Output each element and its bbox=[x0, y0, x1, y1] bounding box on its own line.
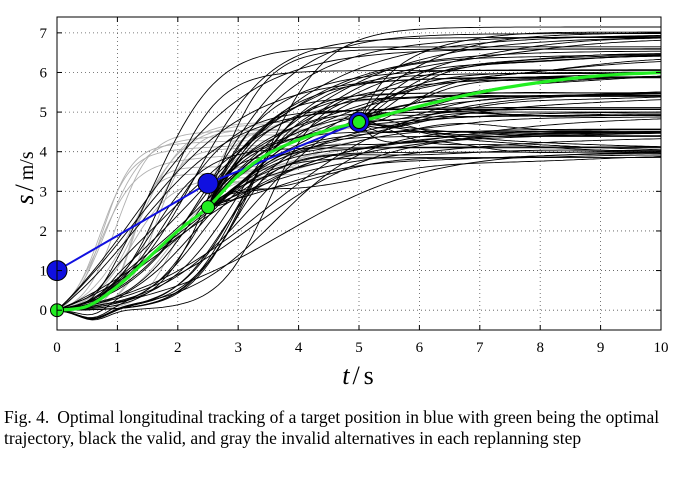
valid-trajectory bbox=[207, 34, 662, 208]
y-tick-labels: 0 1 2 3 4 5 6 7 bbox=[40, 26, 48, 319]
valid-trajectory bbox=[56, 37, 662, 312]
valid-trajectory bbox=[358, 111, 661, 128]
valid-trajectory bbox=[56, 50, 661, 312]
x-tick-label: 4 bbox=[295, 340, 303, 356]
valid-trajectory bbox=[358, 121, 661, 134]
y-tick-label: 3 bbox=[40, 184, 48, 200]
valid-trajectory bbox=[207, 108, 661, 208]
x-tick-label: 10 bbox=[654, 340, 669, 356]
y-tick-label: 1 bbox=[40, 264, 48, 280]
grid-lines bbox=[56, 17, 662, 330]
x-axis-title: t / s bbox=[342, 361, 374, 390]
y-tick-label: 5 bbox=[40, 105, 48, 121]
caption-text: Optimal longitudinal tracking of a targe… bbox=[4, 407, 660, 448]
valid-trajectory bbox=[358, 55, 662, 123]
valid-trajectory bbox=[358, 121, 661, 134]
valid-trajectory bbox=[207, 132, 661, 208]
x-tick-labels: 0 1 2 3 4 5 6 7 8 9 10 bbox=[53, 340, 668, 356]
x-tick-label: 2 bbox=[174, 340, 182, 356]
valid-trajectory bbox=[207, 39, 662, 208]
valid-trajectory bbox=[358, 71, 661, 123]
valid-trajectory bbox=[56, 26, 661, 320]
valid-trajectory bbox=[207, 72, 662, 208]
valid-trajectory bbox=[358, 37, 661, 123]
valid-trajectory bbox=[56, 70, 661, 311]
valid-trajectory bbox=[207, 118, 662, 208]
y-tick-label: 7 bbox=[40, 26, 48, 42]
valid-trajectory bbox=[207, 134, 662, 208]
y-tick-label: 6 bbox=[40, 65, 48, 81]
valid-trajectory bbox=[358, 121, 661, 154]
x-tick-label: 9 bbox=[597, 340, 605, 356]
valid-trajectory bbox=[56, 77, 661, 311]
valid-trajectory bbox=[358, 32, 661, 123]
invalid-trajectory bbox=[56, 140, 273, 311]
x-tick-label: 8 bbox=[536, 340, 544, 356]
trajectory-chart: 0 1 2 3 4 5 6 7 8 9 10 0 1 2 3 4 5 6 7 t / s s/m/s bbox=[10, 16, 669, 390]
invalid-trajectory bbox=[56, 123, 272, 311]
valid-trajectory bbox=[56, 131, 661, 311]
x-tick-label: 6 bbox=[416, 340, 424, 356]
series-lines bbox=[56, 70, 662, 312]
invalid-trajectory bbox=[56, 130, 322, 311]
valid-trajectory bbox=[56, 93, 662, 311]
valid-trajectory bbox=[358, 58, 662, 124]
valid-trajectory bbox=[358, 96, 662, 123]
valid-trajectory bbox=[358, 31, 661, 123]
caption-label: Fig. 4. bbox=[4, 407, 50, 427]
valid-trajectory bbox=[207, 138, 662, 208]
valid-trajectory bbox=[207, 154, 661, 208]
valid-trajectory bbox=[358, 75, 662, 123]
figure-caption: Fig. 4. Optimal longitudinal tracking of … bbox=[4, 407, 672, 449]
invalid-trajectory bbox=[56, 172, 339, 311]
valid-trajectory bbox=[56, 33, 661, 311]
optimal-marker bbox=[352, 114, 366, 129]
optimal-line bbox=[56, 70, 662, 312]
valid-trajectory bbox=[358, 112, 661, 129]
step-markers bbox=[46, 111, 370, 318]
valid-trajectory bbox=[56, 146, 661, 316]
x-tick-label: 5 bbox=[355, 340, 363, 356]
y-tick-label: 2 bbox=[40, 224, 48, 240]
axis-ticks bbox=[56, 17, 662, 330]
x-tick-label: 0 bbox=[53, 340, 61, 356]
valid-trajectory bbox=[207, 92, 662, 208]
valid-trajectory bbox=[207, 69, 661, 208]
y-axis-title: s/m/s bbox=[10, 151, 39, 204]
valid-trajectory bbox=[56, 73, 661, 311]
valid-trajectory bbox=[207, 149, 661, 208]
valid-trajectory bbox=[358, 120, 661, 152]
valid-trajectory bbox=[56, 48, 661, 311]
y-tick-label: 4 bbox=[40, 145, 48, 161]
valid-trajectory bbox=[207, 156, 662, 208]
x-tick-label: 3 bbox=[234, 340, 242, 356]
optimal-marker bbox=[201, 200, 215, 215]
x-tick-label: 7 bbox=[476, 340, 484, 356]
valid-trajectory bbox=[207, 153, 662, 208]
valid-trajectory bbox=[358, 53, 661, 123]
x-tick-label: 1 bbox=[114, 340, 122, 356]
target-marker bbox=[197, 172, 219, 194]
y-tick-label: 0 bbox=[40, 303, 48, 319]
valid-trajectory bbox=[56, 48, 661, 311]
valid-trajectory bbox=[207, 61, 662, 208]
valid-trajectory bbox=[56, 135, 661, 311]
